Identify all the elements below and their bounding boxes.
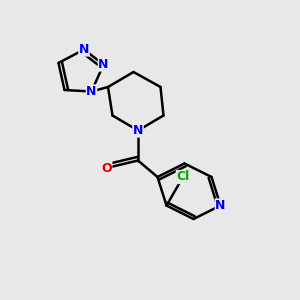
Text: Cl: Cl xyxy=(176,170,190,184)
Text: N: N xyxy=(215,199,226,212)
Text: N: N xyxy=(86,85,97,98)
Text: N: N xyxy=(98,58,109,71)
Text: O: O xyxy=(101,161,112,175)
Text: N: N xyxy=(79,43,89,56)
Text: N: N xyxy=(133,124,143,137)
